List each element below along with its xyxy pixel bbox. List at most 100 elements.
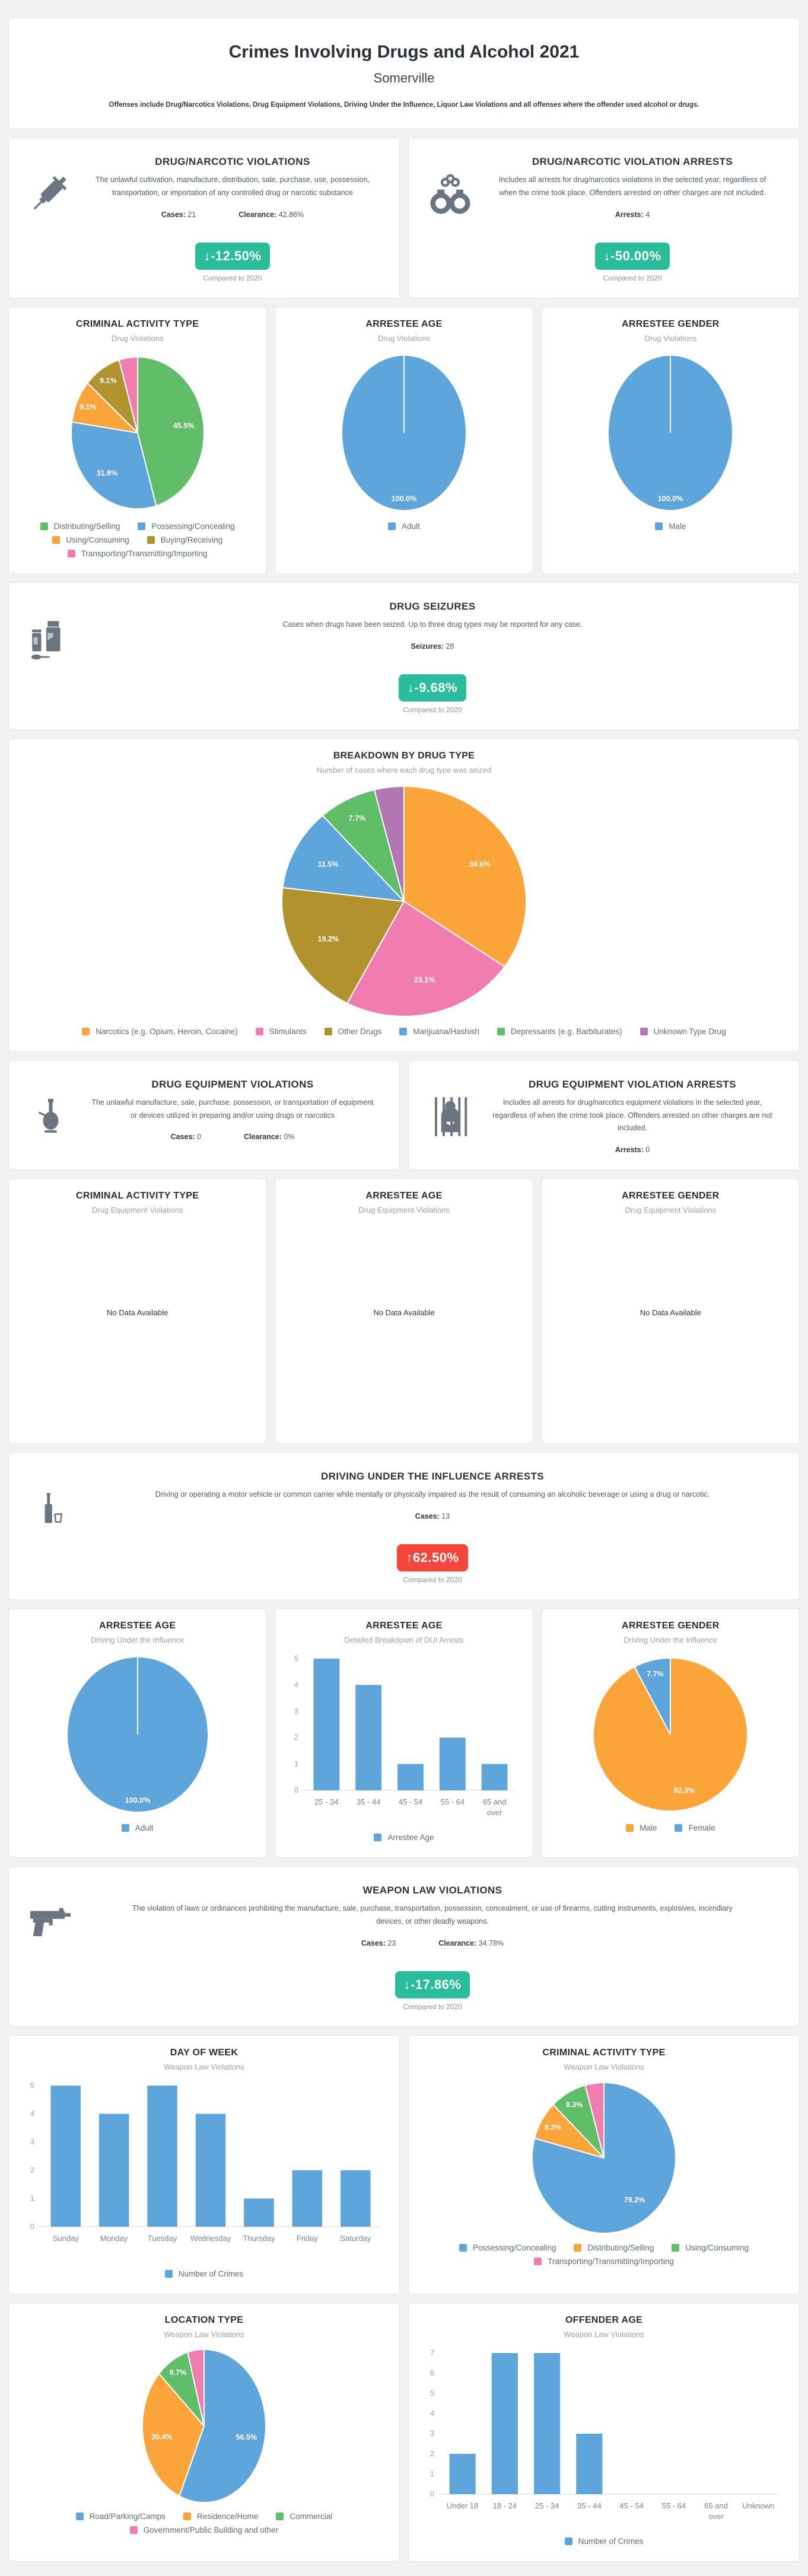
drug-arrestee-age-card: ARRESTEE AGE Drug Violations 100.0% Adul… <box>275 306 533 574</box>
pie-slice[interactable] <box>593 1657 749 1812</box>
legend-item[interactable]: Possessing/Concealing <box>459 2243 556 2252</box>
bar[interactable] <box>244 2198 274 2227</box>
chart-title: ARRESTEE GENDER <box>622 1621 720 1631</box>
legend-swatch <box>67 549 75 557</box>
legend-item[interactable]: Number of Crimes <box>564 2537 643 2546</box>
legend-item[interactable]: Depressants (e.g. Barbiturates) <box>497 1027 622 1036</box>
legend-item[interactable]: Road/Parking/Camps <box>75 2512 166 2521</box>
bar[interactable] <box>292 2170 323 2227</box>
legend-item[interactable]: Possessing/Concealing <box>138 522 235 531</box>
bar[interactable] <box>355 1685 382 1791</box>
chart-subtitle: Drug Violations <box>378 333 430 343</box>
legend-label: Stimulants <box>269 1026 307 1036</box>
pie-slice[interactable] <box>282 814 405 902</box>
y-axis-tick-label: 2 <box>430 2450 434 2458</box>
bar[interactable] <box>439 1737 466 1791</box>
pie-slice[interactable] <box>403 785 527 967</box>
legend-item[interactable]: Narcotics (e.g. Opium, Heroin, Cocaine) <box>82 1027 238 1036</box>
pie-chart[interactable]: 100.0% <box>281 350 526 516</box>
y-axis-tick-label: 5 <box>430 2389 434 2398</box>
legend-item[interactable]: Distributing/Selling <box>574 2243 654 2252</box>
legend-item[interactable]: Arrestee Age <box>374 1833 434 1842</box>
chart-title: OFFENDER AGE <box>565 2314 643 2325</box>
bar[interactable] <box>534 2352 561 2494</box>
x-axis-category-label: 65 and <box>704 2501 728 2510</box>
pie-chart[interactable]: 92.3% 7.7% <box>548 1652 793 1818</box>
trend-badge: ↓-50.00% <box>594 242 670 270</box>
legend-item[interactable]: Commercial <box>276 2512 332 2521</box>
syringe-icon <box>22 154 79 219</box>
legend-item[interactable]: Adult <box>388 522 420 531</box>
pie-slice[interactable] <box>136 356 205 506</box>
legend-item[interactable]: Government/Public Building and other <box>129 2526 278 2534</box>
pie-chart[interactable]: 34.6% 23.1% 19.2% 11.5% 7.7% <box>15 782 793 1021</box>
pie-chart[interactable]: 79.2% 8.3% 8.3% <box>415 2078 793 2237</box>
bar-chart[interactable]: 0 1 2 3 4 5 6 7 Under 18 18 - 24 25 - 34 35 - 44 45 … <box>415 2346 793 2531</box>
legend-swatch <box>399 1027 408 1035</box>
legend-item[interactable]: Adult <box>121 1823 154 1833</box>
legend-item[interactable]: Male <box>655 522 686 531</box>
legend-item[interactable]: Other Drugs <box>324 1027 381 1036</box>
bar[interactable] <box>195 2113 226 2227</box>
bar[interactable] <box>481 1764 508 1791</box>
pie-slice[interactable] <box>187 2348 205 2427</box>
legend-item[interactable]: Marijuana/Hashish <box>399 1027 479 1036</box>
pie-slice[interactable] <box>634 1657 672 1736</box>
legend-item[interactable]: Transporting/Transmitting/Importing <box>534 2257 674 2266</box>
legend-item[interactable]: Distributing/Selling <box>40 522 120 531</box>
legend-item[interactable]: Unknown Type Drug <box>640 1027 726 1036</box>
pie-slice[interactable] <box>118 356 138 433</box>
bar-chart[interactable]: 0 1 2 3 4 5 Sunday Monday Tuesday Wednesday Thursd… <box>15 2078 393 2263</box>
chart-legend: Male Female <box>548 1823 793 1832</box>
pie-slice[interactable] <box>322 789 405 902</box>
pie-slice[interactable] <box>374 785 405 902</box>
bar[interactable] <box>491 2352 518 2494</box>
bar[interactable] <box>341 2170 371 2227</box>
pie-chart[interactable]: 100.0% <box>548 350 793 516</box>
pie-slice[interactable] <box>70 421 157 509</box>
bar[interactable] <box>576 2433 603 2494</box>
card-description: Includes all arrests for drug/narcotics … <box>498 176 766 197</box>
pie-chart[interactable]: 56.5% 30.4% 8.7% <box>15 2346 393 2506</box>
chart-title: ARRESTEE AGE <box>365 318 443 329</box>
pie-slice[interactable] <box>346 900 505 1017</box>
trend-badge: ↓-12.50% <box>195 242 271 270</box>
pie-chart[interactable]: 45.5% 31.8% 9.1% 9.1% <box>15 350 260 516</box>
legend-item[interactable]: Female <box>675 1823 715 1832</box>
drug-equipment-violations-card: DRUG EQUIPMENT VIOLATIONS The unlawful m… <box>8 1060 400 1171</box>
card-description: Cases when drugs have been seized. Up to… <box>282 620 583 629</box>
weapons-charts-row-1: DAY OF WEEK Weapon Law Violations 0 1 2 3 4 5… <box>8 2035 800 2294</box>
bar[interactable] <box>50 2085 81 2227</box>
pie-chart[interactable]: 100.0% <box>15 1652 260 1818</box>
legend-item[interactable]: Stimulants <box>255 1026 307 1036</box>
legend-item[interactable]: Male <box>626 1823 657 1832</box>
bar[interactable] <box>313 1659 340 1791</box>
legend-item[interactable]: Using/Consuming <box>52 535 129 544</box>
compared-label: Compared to 2020 <box>403 1576 462 1585</box>
bar[interactable] <box>98 2113 129 2227</box>
legend-swatch <box>276 2512 284 2520</box>
card-title: DRUG EQUIPMENT VIOLATION ARRESTS <box>529 1078 736 1090</box>
pie-percentage-label: 92.3% <box>674 1787 695 1795</box>
legend-label: Adult <box>135 1823 154 1833</box>
bar[interactable] <box>449 2453 476 2494</box>
pie-slice[interactable] <box>281 887 405 1004</box>
legend-item[interactable]: Residence/Home <box>183 2512 258 2521</box>
compared-label: Compared to 2020 <box>403 705 462 714</box>
bar-chart[interactable]: 0 1 2 3 4 5 25 - 34 35 - 44 45 - 54 55 - 64 65 and… <box>281 1652 526 1827</box>
x-axis-category-label: Tuesday <box>148 2234 177 2243</box>
bar[interactable] <box>147 2085 177 2227</box>
y-axis-tick-label: 1 <box>294 1760 298 1768</box>
legend-item[interactable]: Using/Consuming <box>672 2243 749 2252</box>
pie-slice[interactable] <box>584 2081 605 2159</box>
equipment-criminal-activity-card: CRIMINAL ACTIVITY TYPE Drug Equipment Vi… <box>8 1178 267 1445</box>
legend-swatch <box>574 2243 582 2252</box>
legend-item[interactable]: Number of Crimes <box>164 2269 243 2278</box>
y-axis-tick-label: 0 <box>30 2223 34 2231</box>
bar[interactable] <box>397 1764 424 1791</box>
legend-item[interactable]: Buying/Receiving <box>147 535 222 544</box>
legend-swatch <box>138 522 146 530</box>
pie-percentage-label: 23.1% <box>414 975 435 984</box>
legend-item[interactable]: Transporting/Transmitting/Importing <box>67 549 208 558</box>
legend-swatch <box>147 535 155 544</box>
